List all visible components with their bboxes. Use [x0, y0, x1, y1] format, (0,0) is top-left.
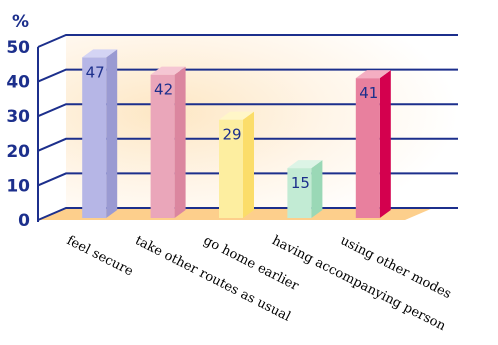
bar [287, 168, 312, 218]
bar-side [311, 160, 323, 218]
grid-line [37, 172, 458, 187]
bar-top [219, 111, 254, 120]
y-tick-label: 20 [6, 142, 30, 162]
back-wall [66, 35, 458, 208]
bar-top [82, 49, 118, 58]
bar-value-label: 29 [222, 126, 241, 144]
grid-line [37, 68, 458, 83]
bar-top [150, 66, 186, 75]
grid-lines [37, 34, 458, 221]
bar-side [243, 111, 254, 218]
bar [82, 57, 107, 218]
bars: 47 42 29 15 41 [82, 49, 391, 219]
bar-group: 42 [150, 66, 186, 219]
bar-side [106, 49, 118, 218]
unit-label: % [12, 12, 29, 32]
grid-line [37, 103, 458, 118]
y-tick-label: 10 [6, 176, 30, 196]
bar-group: 15 [287, 160, 323, 218]
y-axis: 0 10 20 30 40 50 [6, 38, 39, 231]
bar-value-label: 15 [291, 174, 310, 192]
y-tick-label: 40 [6, 73, 30, 93]
x-category-label: using other modes [338, 233, 454, 302]
bar [355, 78, 380, 218]
y-tick-label: 0 [18, 211, 30, 231]
bar [219, 119, 243, 218]
bar-side [174, 66, 186, 219]
bar-group: 41 [355, 70, 391, 218]
bar-top [355, 70, 391, 79]
y-tick-label: 50 [6, 38, 30, 58]
grid-line [37, 34, 458, 48]
bar-group: 47 [82, 49, 118, 218]
x-category-label: feel secure [64, 233, 136, 279]
bar-group: 29 [219, 111, 254, 218]
bar-value-label: 42 [154, 81, 173, 99]
bar-value-label: 47 [86, 63, 105, 81]
bar-top [287, 160, 323, 169]
grid-line [37, 207, 458, 221]
grid-line [37, 137, 458, 152]
y-tick-label: 30 [6, 107, 30, 127]
bar-value-label: 41 [359, 84, 378, 102]
bar [150, 74, 175, 219]
bar-side [379, 70, 391, 218]
